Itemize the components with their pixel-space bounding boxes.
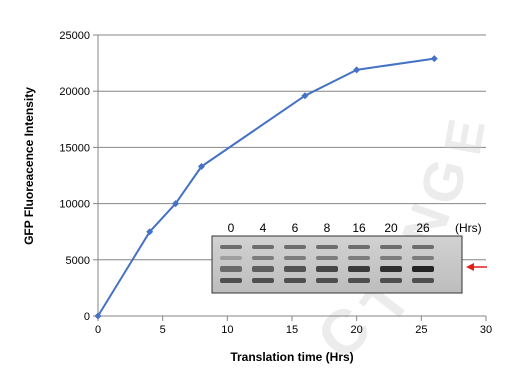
- lane-label-16: 16: [352, 221, 366, 235]
- x-tick-label-0: 0: [95, 324, 101, 336]
- gel-band-lane16-row1: [348, 256, 370, 260]
- gel-band-lane4-row3: [252, 278, 274, 283]
- x-axis-title: Translation time (Hrs): [230, 350, 353, 364]
- y-axis-ticks: 0 5000 10000 15000 20000 25000: [59, 30, 98, 323]
- gel-band-lane0-row2: [220, 266, 242, 272]
- gel-bands: [220, 245, 434, 283]
- x-tick-label-3: 15: [286, 324, 298, 336]
- lane-unit-label: (Hrs): [455, 221, 482, 235]
- gel-band-lane20-row1: [380, 256, 402, 260]
- gel-band-lane4-row2: [252, 266, 274, 272]
- gel-band-lane26-row0: [412, 245, 434, 249]
- lane-label-8: 8: [324, 221, 331, 235]
- data-point-4: [301, 92, 309, 100]
- lane-label-20: 20: [384, 221, 398, 235]
- lane-label-26: 26: [416, 221, 430, 235]
- band-arrow: [466, 263, 487, 271]
- data-point-2: [172, 200, 180, 208]
- gel-band-lane4-row1: [252, 256, 274, 260]
- x-tick-label-1: 5: [160, 324, 166, 336]
- data-point-0: [94, 312, 102, 320]
- gel-band-lane20-row3: [380, 278, 402, 283]
- gel-band-lane26-row2: [412, 266, 434, 272]
- gel-band-lane8-row1: [316, 256, 338, 260]
- y-tick-label-3: 15000: [59, 142, 90, 154]
- lane-label-0: 0: [228, 221, 235, 235]
- gel-band-lane6-row2: [284, 266, 306, 272]
- lane-label-4: 4: [260, 221, 267, 235]
- y-tick-label-1: 5000: [66, 255, 90, 267]
- lane-label-6: 6: [292, 221, 299, 235]
- gel-band-lane6-row0: [284, 245, 306, 249]
- data-point-1: [146, 228, 154, 236]
- data-point-5: [353, 66, 361, 74]
- lane-labels: 0 4 6 8 16 20 26: [228, 221, 430, 235]
- x-axis-ticks: 0 5 10 15 20 25 30: [95, 316, 492, 336]
- gel-band-lane20-row0: [380, 245, 402, 249]
- gel-band-lane6-row3: [284, 278, 306, 283]
- x-tick-label-6: 30: [480, 324, 492, 336]
- gel-band-lane8-row2: [316, 266, 338, 272]
- gel-band-lane20-row2: [380, 266, 402, 272]
- gel-band-lane4-row0: [252, 245, 274, 249]
- gel-band-lane8-row3: [316, 278, 338, 283]
- data-point-3: [197, 163, 205, 171]
- y-tick-label-2: 10000: [59, 199, 90, 211]
- gel-band-lane16-row2: [348, 266, 370, 272]
- gel-band-lane26-row1: [412, 256, 434, 260]
- gel-inset: 0 4 6 8 16 20 26 (Hrs): [211, 221, 487, 294]
- y-tick-label-4: 20000: [59, 86, 90, 98]
- y-tick-label-5: 25000: [59, 30, 90, 42]
- gel-band-lane0-row0: [220, 245, 242, 249]
- gel-band-lane6-row1: [284, 256, 306, 260]
- watermark-letter-5: E: [434, 115, 497, 159]
- y-tick-label-0: 0: [84, 311, 90, 323]
- x-tick-label-2: 10: [221, 324, 233, 336]
- data-series: [94, 55, 438, 320]
- gel-band-lane16-row0: [348, 245, 370, 249]
- y-axis-title: GFP Fluoreacence Intensity: [22, 87, 36, 245]
- x-tick-label-4: 20: [351, 324, 363, 336]
- data-point-6: [430, 55, 438, 63]
- x-tick-label-5: 25: [415, 324, 427, 336]
- gel-band-lane0-row3: [220, 278, 242, 283]
- gel-image: [211, 235, 463, 294]
- gel-band-lane26-row3: [412, 278, 434, 283]
- gel-band-lane8-row0: [316, 245, 338, 249]
- gel-band-lane0-row1: [220, 256, 242, 260]
- gel-band-lane16-row3: [348, 278, 370, 283]
